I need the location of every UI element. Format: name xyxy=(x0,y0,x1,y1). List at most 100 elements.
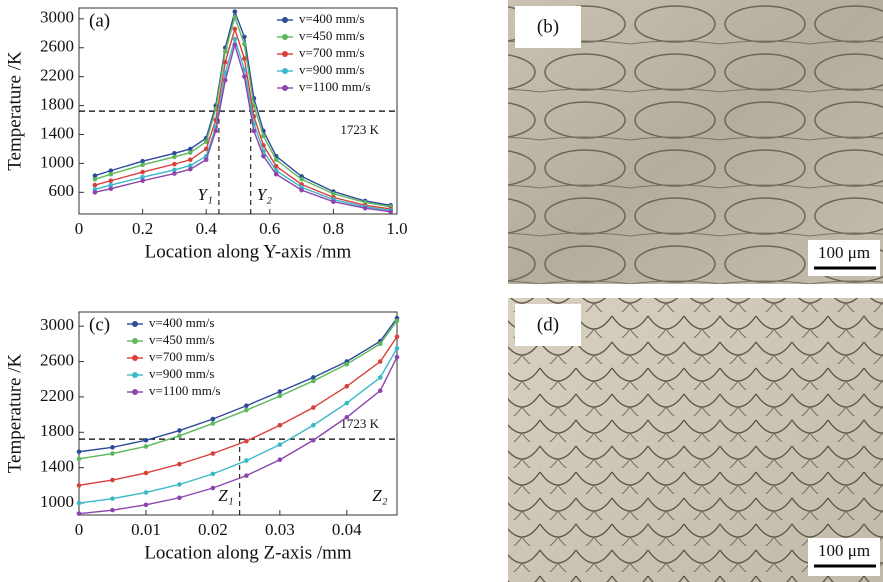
y-tick-label: 1000 xyxy=(40,492,74,511)
data-point xyxy=(144,471,149,476)
legend-marker xyxy=(132,321,138,327)
data-point xyxy=(378,359,383,364)
data-point xyxy=(244,473,249,478)
panel-label: (c) xyxy=(89,314,110,335)
data-point xyxy=(278,457,283,462)
annotation-label: Y₂ xyxy=(257,185,272,204)
data-point xyxy=(344,384,349,389)
data-point xyxy=(223,49,228,54)
data-point xyxy=(110,496,115,501)
data-point xyxy=(144,438,149,443)
data-point xyxy=(299,177,304,182)
data-point xyxy=(242,56,247,61)
data-point xyxy=(378,375,383,380)
data-point xyxy=(278,394,283,399)
data-point xyxy=(223,78,228,83)
data-point xyxy=(388,210,393,215)
threshold-label: 1723 K xyxy=(340,122,379,137)
legend-marker xyxy=(132,372,138,378)
data-point xyxy=(331,199,336,204)
data-point xyxy=(278,389,283,394)
data-point xyxy=(204,157,209,162)
y-tick-label: 2200 xyxy=(40,66,74,85)
data-point xyxy=(395,334,400,339)
legend-label: v=450 mm/s xyxy=(299,28,364,43)
data-point xyxy=(188,167,193,172)
legend-label: v=450 mm/s xyxy=(149,332,214,347)
panel-label: (b) xyxy=(537,16,559,37)
y-tick-label: 600 xyxy=(49,181,75,200)
data-point xyxy=(344,362,349,367)
data-point xyxy=(274,157,279,162)
x-tick-label: 0.03 xyxy=(265,520,295,539)
data-point xyxy=(261,154,266,159)
data-point xyxy=(177,462,182,467)
series-line xyxy=(79,357,397,514)
data-point xyxy=(242,42,247,47)
legend-label: v=400 mm/s xyxy=(149,315,214,330)
data-point xyxy=(278,442,283,447)
annotation-label: Y₁ xyxy=(198,185,213,204)
data-point xyxy=(144,444,149,449)
legend-label: v=1100 mm/s xyxy=(299,79,371,94)
y-axis-title: Temperature /K xyxy=(4,51,25,171)
y-tick-label: 1800 xyxy=(40,421,74,440)
data-point xyxy=(77,457,82,462)
data-point xyxy=(110,508,115,513)
data-point xyxy=(311,379,316,384)
data-point xyxy=(144,490,149,495)
data-point xyxy=(93,190,98,195)
x-tick-label: 0.2 xyxy=(132,219,153,238)
x-tick-label: 0.04 xyxy=(332,520,362,539)
x-axis-title: Location along Z-axis /mm xyxy=(144,542,352,563)
data-point xyxy=(344,401,349,406)
data-point xyxy=(77,483,82,488)
legend-marker xyxy=(282,85,288,91)
x-tick-label: 0.01 xyxy=(131,520,161,539)
y-axis-title: Temperature /K xyxy=(4,353,25,473)
series-line xyxy=(79,321,397,459)
data-point xyxy=(77,511,82,516)
y-tick-label: 3000 xyxy=(40,315,74,334)
y-tick-label: 2600 xyxy=(40,37,74,56)
data-point xyxy=(93,183,98,188)
legend-marker xyxy=(282,51,288,57)
legend-marker xyxy=(282,34,288,40)
data-point xyxy=(211,472,216,477)
x-tick-label: 0 xyxy=(75,219,84,238)
x-tick-label: 0 xyxy=(75,520,84,539)
data-point xyxy=(109,186,114,191)
x-axis-title: Location along Y-axis /mm xyxy=(145,241,352,262)
data-point xyxy=(311,438,316,443)
data-point xyxy=(244,403,249,408)
scale-bar-label: 100 μm xyxy=(818,541,870,560)
data-point xyxy=(177,434,182,439)
data-point xyxy=(252,129,257,134)
scale-bar-label: 100 μm xyxy=(818,243,870,262)
micrograph-b: (b) 100 μm xyxy=(508,0,883,284)
data-point xyxy=(278,423,283,428)
data-point xyxy=(233,9,238,14)
data-point xyxy=(244,408,249,413)
data-point xyxy=(274,172,279,177)
data-point xyxy=(110,445,115,450)
legend-label: v=900 mm/s xyxy=(149,366,214,381)
data-point xyxy=(395,346,400,351)
data-point xyxy=(311,423,316,428)
legend-label: v=400 mm/s xyxy=(299,11,364,26)
data-point xyxy=(378,342,383,347)
data-point xyxy=(144,503,149,508)
annotation-label: Z₁ xyxy=(218,486,233,505)
panel-label: (d) xyxy=(537,314,559,335)
y-tick-label: 1000 xyxy=(40,152,74,171)
data-point xyxy=(172,162,177,167)
legend-marker xyxy=(132,389,138,395)
data-point xyxy=(233,27,238,32)
data-point xyxy=(188,150,193,155)
data-point xyxy=(211,486,216,491)
x-tick-label: 1.0 xyxy=(386,219,407,238)
data-point xyxy=(211,417,216,422)
data-point xyxy=(242,74,247,79)
legend-marker xyxy=(282,17,288,23)
y-tick-label: 1400 xyxy=(40,123,74,142)
